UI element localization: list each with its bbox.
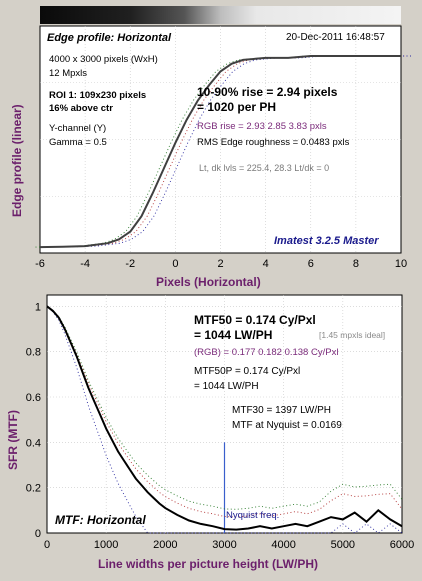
mtf50p-text-1: MTF50P = 0.174 Cy/Pxl [194, 366, 300, 377]
edge-curves [35, 55, 414, 249]
mtf-x-tick-label: 0 [44, 539, 50, 551]
mtf50-text-2: = 1044 LW/PH [194, 328, 272, 342]
mtf50-ideal-text: [1.45 mpxls ideal] [319, 330, 385, 340]
mtf-x-label: Line widths per picture height (LW/PH) [98, 557, 318, 571]
channel-text: Y-channel (Y) [49, 123, 106, 134]
mtf-y-tick-label: 0.4 [26, 437, 41, 449]
edge-grid [40, 26, 401, 253]
image-size-text: 4000 x 3000 pixels (WxH) [49, 54, 158, 65]
levels-text: Lt, dk lvls = 225.4, 28.3 Lt/dk = 0 [199, 163, 329, 173]
edge-profile-curve [39, 55, 401, 249]
mtf-panel-title: MTF: Horizontal [55, 513, 146, 527]
rise-text-1: 10-90% rise = 2.94 pixels [197, 85, 338, 99]
mtf-rgb-curve [46, 305, 403, 534]
mtf-x-tick-label: 6000 [390, 539, 414, 551]
edge-y-label: Edge profile (linear) [10, 104, 24, 217]
mtf-x-tick-label: 2000 [153, 539, 177, 551]
edge-x-tick-label: 6 [308, 258, 314, 270]
edge-x-tick-label: -4 [80, 258, 90, 270]
edge-image-strip [40, 6, 401, 24]
mtf-y-tick-label: 0 [35, 528, 41, 540]
rise-text-2: = 1020 per PH [197, 100, 276, 114]
mtf-x-tick-label: 1000 [94, 539, 118, 551]
mtf30-text: MTF30 = 1397 LW/PH [232, 405, 331, 416]
mtf-y-label: SFR (MTF) [6, 410, 20, 470]
mtf-y-tick-label: 1 [35, 301, 41, 313]
edge-x-tick-label: 0 [172, 258, 178, 270]
mtf-x-tick-label: 5000 [331, 539, 355, 551]
mtf-curve [46, 305, 403, 531]
mtf-curves [46, 305, 403, 534]
edge-x-tick-label: 2 [217, 258, 223, 270]
imatest-version: Imatest 3.2.5 Master [274, 235, 379, 247]
mtf-rgb-curve [46, 305, 403, 510]
mtf-x-tick-label: 3000 [212, 539, 236, 551]
roi-position-text: 16% above ctr [49, 103, 113, 114]
edge-x-tick-label: 10 [395, 258, 407, 270]
edge-rgb-curve [45, 55, 407, 248]
mtf50p-text-2: = 1044 LW/PH [194, 381, 259, 392]
edge-timestamp: 20-Dec-2011 16:48:57 [286, 32, 385, 43]
mtf-x-tick-label: 4000 [271, 539, 295, 551]
mtf-y-tick-label: 0.2 [26, 483, 41, 495]
edge-x-label: Pixels (Horizontal) [156, 275, 261, 289]
nyquist-label: Nyquist freq. [226, 510, 279, 521]
gamma-text: Gamma = 0.5 [49, 137, 107, 148]
roi-text: ROI 1: 109x230 pixels [49, 90, 146, 101]
edge-x-tick-label: -6 [35, 258, 45, 270]
mtf-y-tick-label: 0.6 [26, 392, 41, 404]
edge-x-tick-label: 8 [353, 258, 359, 270]
edge-x-tick-label: -2 [125, 258, 135, 270]
rgb-mtf-text: (RGB) = 0.177 0.182 0.138 Cy/Pxl [194, 347, 338, 358]
rms-edge-text: RMS Edge roughness = 0.0483 pxls [197, 137, 350, 148]
mtf-nyquist-text: MTF at Nyquist = 0.0169 [232, 420, 342, 431]
rgb-rise-text: RGB rise = 2.93 2.85 3.83 pxls [197, 121, 327, 132]
mtf-ticks: 0 1000 2000 3000 4000 5000 6000 0 0.2 0.4 0.6 0.8 1 [26, 301, 415, 551]
edge-x-ticks: -6 -4 -2 0 2 4 6 8 10 [35, 258, 407, 270]
edge-panel-title: Edge profile: Horizontal [47, 32, 172, 44]
megapixels-text: 12 Mpxls [49, 68, 87, 79]
mtf-y-tick-label: 0.8 [26, 347, 41, 359]
mtf50-text-1: MTF50 = 0.174 Cy/Pxl [194, 313, 316, 327]
edge-x-tick-label: 4 [263, 258, 269, 270]
